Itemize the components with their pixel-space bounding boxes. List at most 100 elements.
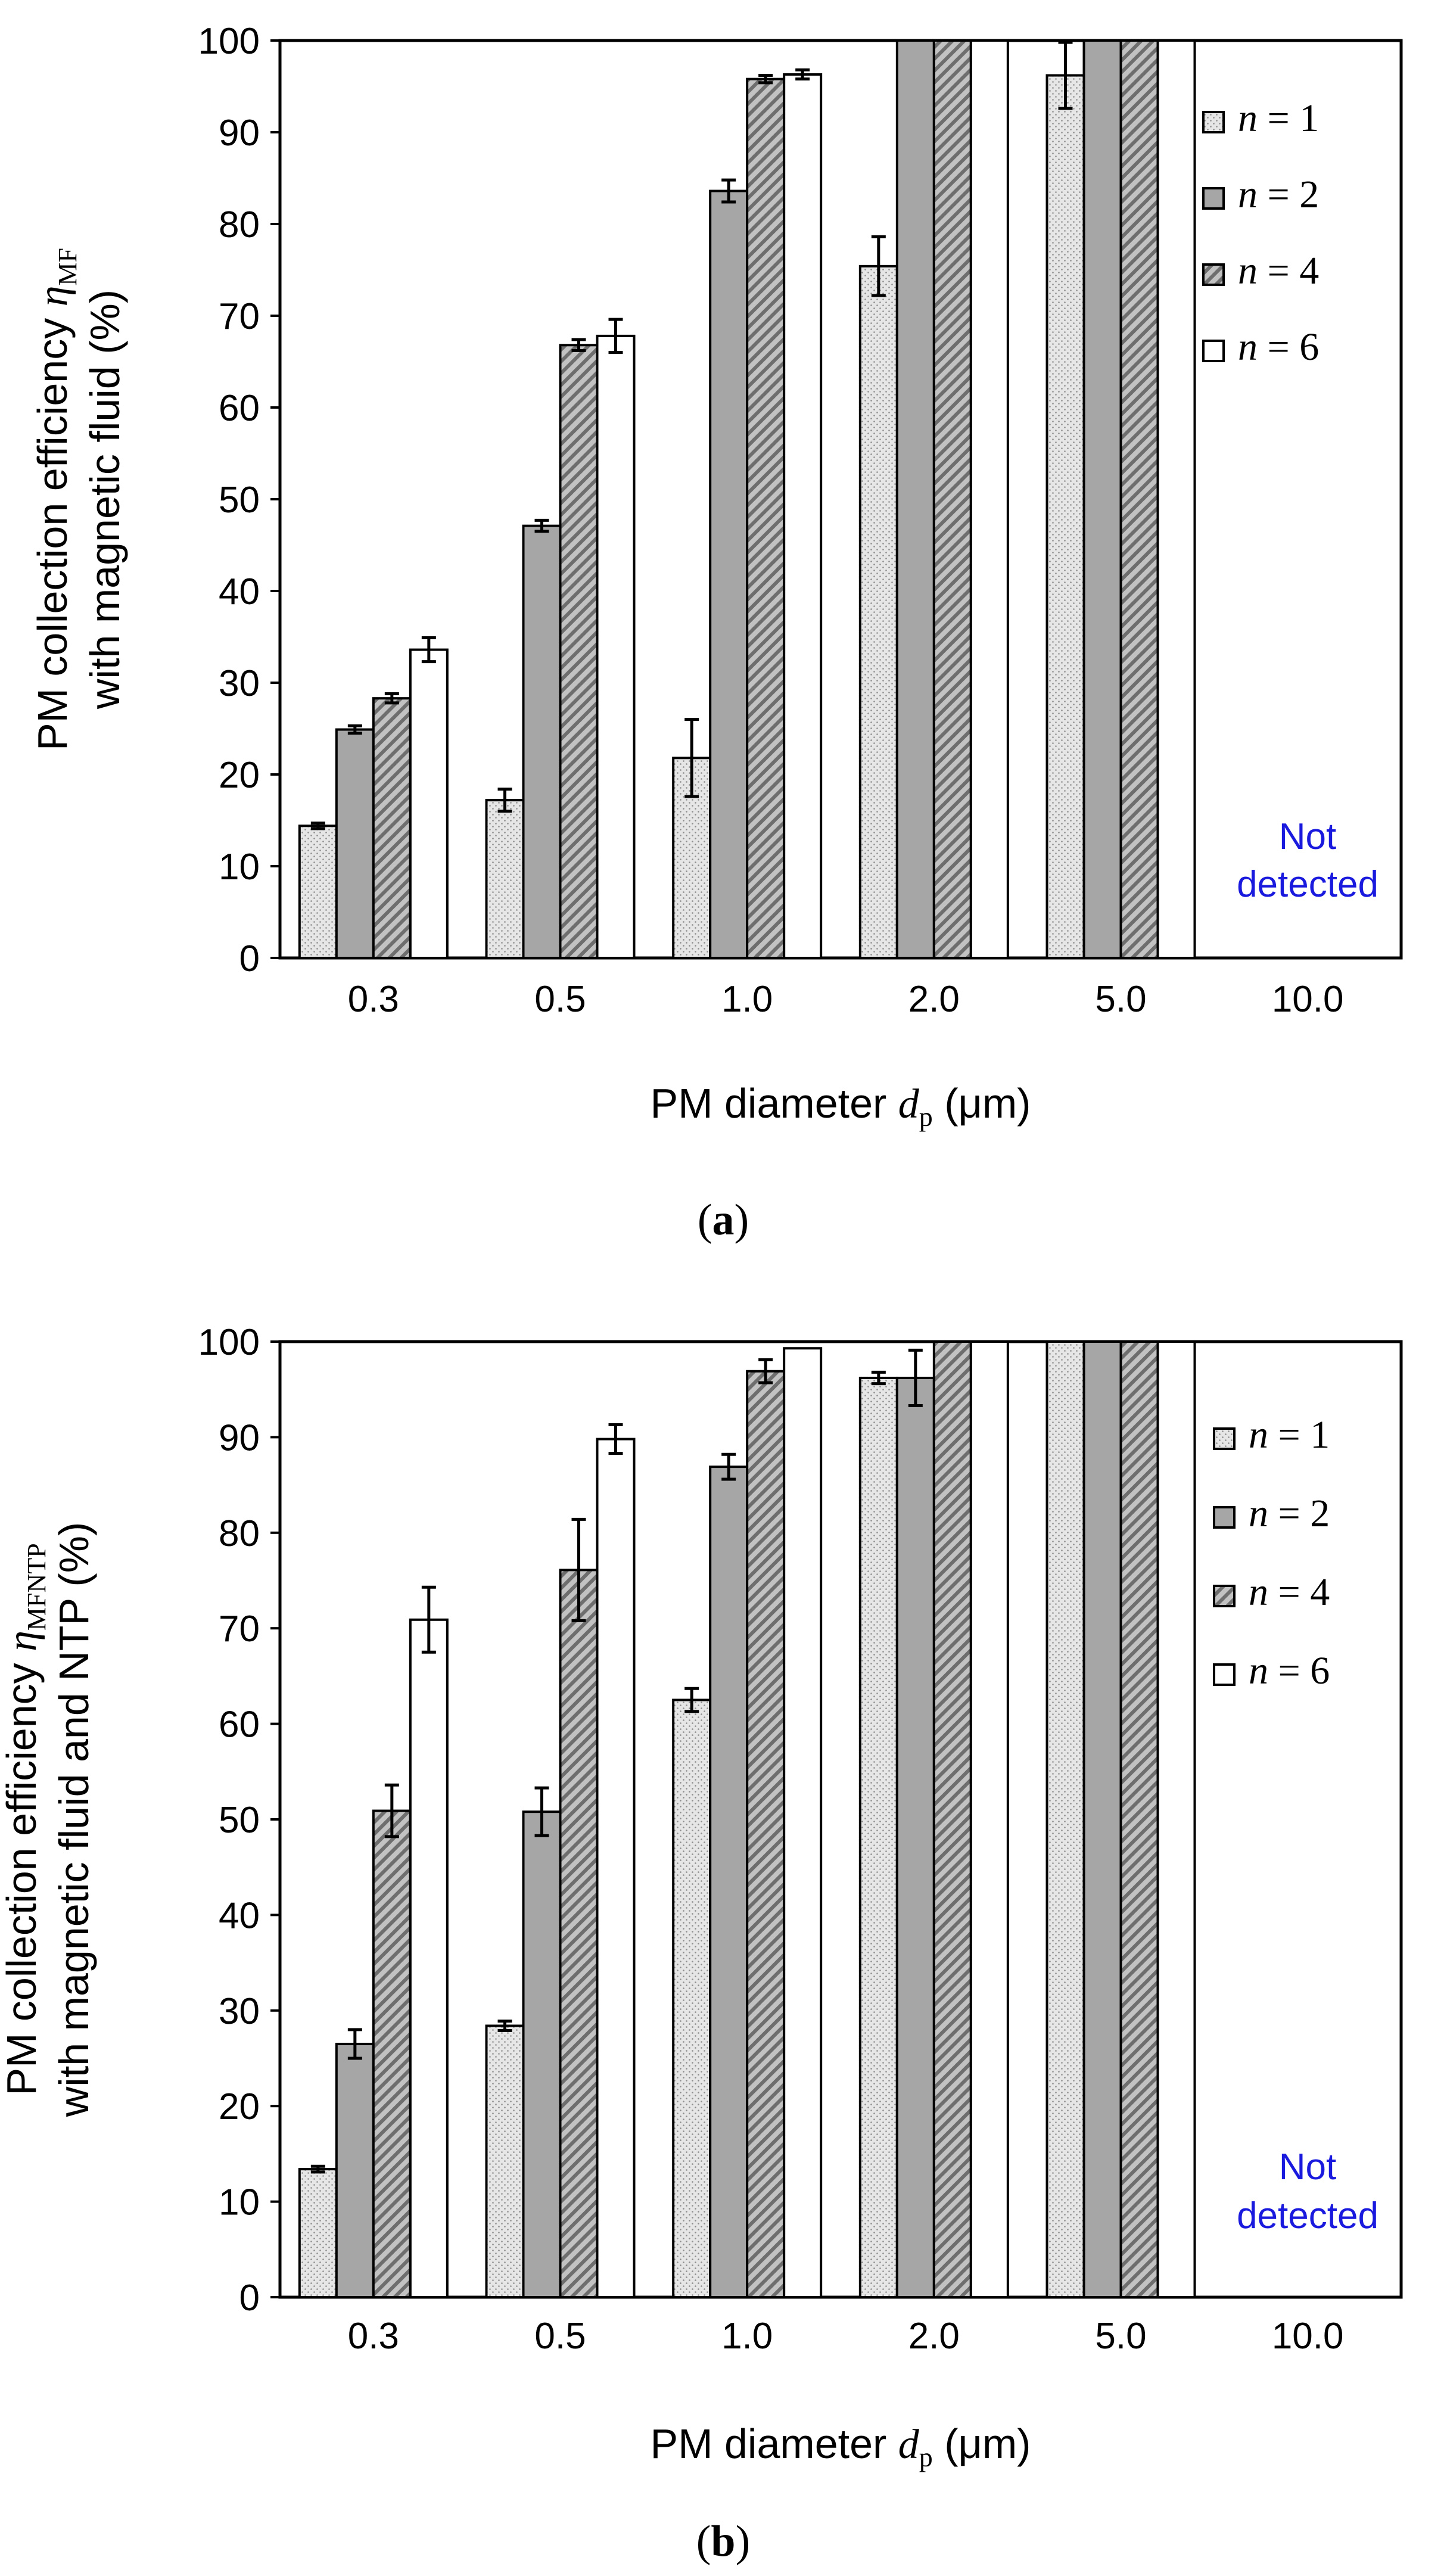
x-tick-label: 0.3 xyxy=(348,979,399,1020)
legend-item-n6: n = 6 xyxy=(1213,1649,1330,1693)
legend-swatch-n2 xyxy=(1213,1506,1236,1529)
error-bar-n2-0.5 xyxy=(534,518,549,533)
bar-n4-2.0 xyxy=(932,39,972,959)
legend-item-n6: n = 6 xyxy=(1202,325,1319,369)
error-bar-n6-0.5 xyxy=(608,1423,623,1455)
panel-label-b: (b) xyxy=(696,2517,750,2566)
y-tick-label: 50 xyxy=(219,480,260,521)
x-tick-label: 2.0 xyxy=(908,2316,960,2357)
error-bar-n4-0.5 xyxy=(571,1517,586,1622)
y-tick-label: 90 xyxy=(219,113,260,154)
x-tick-labels: 0.3 0.5 1.0 2.0 5.0 10.0 xyxy=(348,2316,1344,2357)
error-bar-n1-5.0 xyxy=(1058,41,1073,110)
x-tick-label: 5.0 xyxy=(1095,2316,1146,2357)
x-tick-label: 5.0 xyxy=(1095,979,1146,1020)
bar-n1-2.0 xyxy=(858,1376,898,2298)
bar-n1-0.5 xyxy=(485,799,525,959)
y-tick-label: 0 xyxy=(239,938,260,979)
not-detected-note-line2: detected xyxy=(1237,864,1378,905)
legend-label-n2: n = 2 xyxy=(1249,1492,1330,1535)
legend-swatch-n6 xyxy=(1213,1663,1236,1686)
legend-label-n4: n = 4 xyxy=(1238,249,1319,293)
y-tick-label: 20 xyxy=(219,2086,260,2127)
y-tick-label: 80 xyxy=(219,204,260,245)
bar-n1-5.0 xyxy=(1045,74,1085,959)
bar-n2-0.5 xyxy=(522,1810,562,2298)
error-bar-n1-1.0 xyxy=(684,718,699,798)
error-bar-n1-0.3 xyxy=(310,822,325,830)
bar-n6-0.5 xyxy=(596,334,636,959)
error-bar-n2-1.0 xyxy=(721,178,736,204)
bar-n1-1.0 xyxy=(672,1698,712,2298)
legend-label-n6: n = 6 xyxy=(1238,325,1319,369)
error-bar-n6-0.5 xyxy=(608,318,623,354)
bar-n4-0.3 xyxy=(372,697,412,960)
bar-n4-2.0 xyxy=(932,1340,972,2298)
bar-n4-5.0 xyxy=(1119,39,1159,959)
legend-label-n4: n = 4 xyxy=(1249,1570,1330,1614)
legend: n = 1 n = 2 n = 4 n = 6 xyxy=(1213,1413,1330,1693)
bar-n1-0.5 xyxy=(485,2024,525,2299)
y-tick-label: 40 xyxy=(219,1895,260,1936)
bar-n6-1.0 xyxy=(783,1347,823,2298)
bar-n4-0.5 xyxy=(559,1569,599,2298)
y-tick-labels: 0 10 20 30 40 50 60 70 80 90 100 xyxy=(198,1322,260,2319)
y-axis-label-line2: with magnetic fluid and NTP (%) xyxy=(51,1522,97,2118)
legend-swatch-n4 xyxy=(1202,263,1225,286)
error-bar-n4-0.3 xyxy=(384,1783,399,1838)
error-bar-n2-0.3 xyxy=(347,724,362,735)
bar-n2-5.0 xyxy=(1082,39,1122,959)
error-bar-n2-1.0 xyxy=(721,1452,736,1481)
y-tick-label: 30 xyxy=(219,1991,260,2032)
error-bar-n6-0.3 xyxy=(421,636,436,664)
x-axis-label: PM diameter dp (μm) xyxy=(651,2421,1031,2472)
not-detected-note-line2: detected xyxy=(1237,2195,1378,2236)
error-bars xyxy=(310,1348,923,2174)
legend-swatch-n6 xyxy=(1202,340,1225,362)
y-tick-label: 20 xyxy=(219,755,260,796)
y-tick-label: 60 xyxy=(219,388,260,429)
legend-swatch-n4 xyxy=(1213,1585,1236,1607)
y-tick-label: 50 xyxy=(219,1800,260,1841)
legend-swatch-n1 xyxy=(1202,111,1225,133)
bar-n6-0.5 xyxy=(596,1438,636,2298)
error-bar-n1-2.0 xyxy=(871,1370,886,1386)
panel-label-a: (a) xyxy=(698,1196,749,1245)
bar-n6-5.0 xyxy=(1156,39,1196,959)
x-tick-label: 10.0 xyxy=(1272,979,1344,1020)
bar-n1-5.0 xyxy=(1045,1340,1085,2298)
error-bar-n4-0.5 xyxy=(571,338,586,353)
bar-n2-2.0 xyxy=(895,1376,935,2298)
bar-n6-0.3 xyxy=(409,648,449,960)
y-tick-label: 80 xyxy=(219,1513,260,1554)
legend: n = 1 n = 2 n = 4 n = 6 xyxy=(1202,97,1319,369)
chart-panel-b: 0 10 20 30 40 50 60 70 80 90 100 0.3 0.5 1.0 2.0 5.0 10… xyxy=(0,1322,1403,2566)
legend-label-n2: n = 2 xyxy=(1238,173,1319,216)
y-tick-label: 30 xyxy=(219,663,260,704)
legend-item-n1: n = 1 xyxy=(1202,97,1319,140)
y-tick-label: 100 xyxy=(198,1322,260,1363)
legend-item-n4: n = 4 xyxy=(1213,1570,1330,1614)
bar-n4-0.5 xyxy=(559,344,599,959)
y-tick-marks xyxy=(270,39,280,959)
bar-n4-5.0 xyxy=(1119,1340,1159,2298)
x-axis-label: PM diameter dp (μm) xyxy=(651,1080,1031,1132)
x-tick-label: 1.0 xyxy=(721,2316,773,2357)
error-bar-n2-2.0 xyxy=(908,1348,923,1407)
not-detected-note-line1: Not xyxy=(1279,816,1336,857)
x-tick-label: 0.5 xyxy=(534,979,586,1020)
y-axis-label-line2: with magnetic fluid (%) xyxy=(82,290,128,710)
y-tick-label: 90 xyxy=(219,1417,260,1458)
legend-swatch-n1 xyxy=(1213,1427,1236,1450)
y-axis-label-line1: PM collection efficiency ηMFNTP xyxy=(0,1543,51,2095)
bar-n2-1.0 xyxy=(709,189,749,959)
bar-n6-1.0 xyxy=(783,73,823,960)
bar-n4-0.3 xyxy=(372,1809,412,2298)
x-tick-label: 10.0 xyxy=(1272,2316,1344,2357)
error-bar-n1-2.0 xyxy=(871,235,886,297)
bar-n6-5.0 xyxy=(1156,1340,1196,2298)
bar-n6-2.0 xyxy=(969,1340,1009,2298)
y-tick-marks xyxy=(270,1340,280,2298)
error-bar-n4-0.3 xyxy=(384,692,399,705)
